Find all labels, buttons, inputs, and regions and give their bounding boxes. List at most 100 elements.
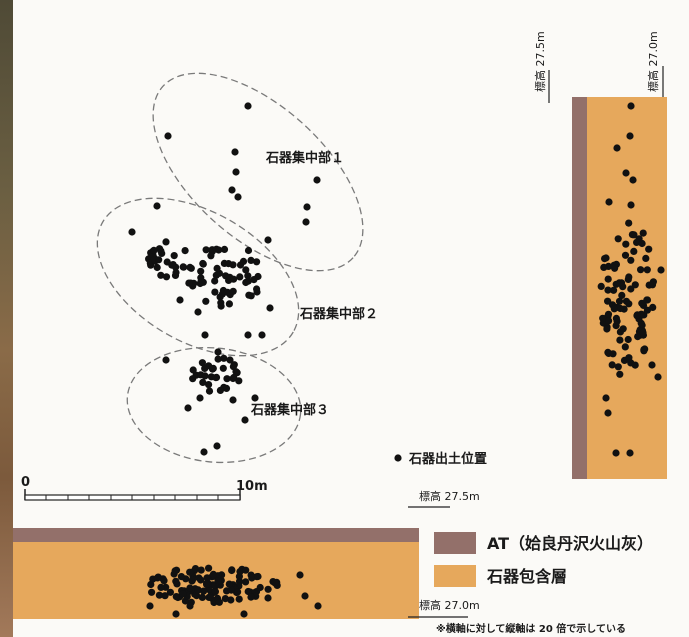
cluster-1-outline [152, 72, 364, 272]
artifact-dot [189, 375, 197, 383]
vertical-dot [625, 354, 633, 362]
vertical-dot [619, 325, 627, 333]
vertical-elev-lower-label: 標高 27.0m [646, 31, 660, 92]
horizontal-dot [191, 565, 200, 573]
artifact-dot [128, 228, 136, 236]
vertical-dot [639, 328, 647, 337]
artifact-dot [247, 292, 255, 300]
horizontal-dot [172, 610, 180, 618]
artifact-dot [215, 246, 223, 254]
horizontal-dot [161, 592, 169, 600]
vertical-dot [648, 361, 656, 369]
vertical-dot [631, 281, 639, 289]
cluster-1-label: 石器集中部１ [265, 150, 344, 166]
horizontal-dot [186, 602, 194, 610]
horizontal-dot [166, 588, 174, 596]
legend-at-label: AT（姶良丹沢火山灰） [487, 534, 653, 553]
vertical-dot [616, 336, 624, 344]
vertical-dot [610, 305, 618, 313]
horizontal-dot [264, 585, 272, 593]
vertical-at-band [572, 97, 587, 479]
artifact-dot [244, 102, 252, 110]
artifact-dot [181, 247, 189, 255]
vertical-dot [628, 231, 637, 239]
artifact-dot [189, 366, 197, 374]
artifact-dot [211, 288, 219, 296]
horizontal-dot [211, 588, 219, 596]
vertical-dot [640, 346, 648, 354]
horizontal-dot [148, 588, 156, 596]
artifact-dot [247, 256, 255, 264]
cluster-3-outline [126, 346, 302, 464]
horizontal-dot [157, 583, 165, 592]
vertical-dot [613, 144, 621, 152]
artifact-dot [211, 277, 219, 285]
vertical-dot [603, 325, 611, 333]
vertical-dot [601, 255, 609, 263]
artifact-dot [222, 384, 231, 392]
horizontal-dot [172, 593, 180, 601]
photo-edge-strip [0, 0, 13, 637]
vertical-dot [614, 363, 622, 371]
artifact-dot [201, 372, 209, 380]
vertical-dot [643, 266, 651, 274]
vertical-dot [634, 333, 642, 341]
vertical-dot [627, 201, 635, 209]
artifact-dot [186, 263, 194, 271]
artifact-dot [213, 264, 221, 272]
cluster-3-label: 石器集中部３ [250, 402, 329, 418]
artifact-dot [241, 416, 249, 424]
legend-marker-label: 石器出土位置 [408, 451, 487, 467]
vertical-dot [622, 240, 630, 248]
artifact-dot [250, 276, 258, 284]
scale-start-label: 0 [21, 475, 30, 490]
vertical-elev-upper-label: 標高 27.5m [533, 31, 547, 92]
artifact-dot [313, 176, 321, 184]
artifact-dot [168, 261, 176, 269]
horizontal-dot [146, 602, 154, 610]
artifact-dot [209, 364, 217, 372]
horizontal-elev-upper-label: 標高 27.5m [419, 489, 480, 503]
vertical-dot [605, 317, 613, 325]
artifact-dot [222, 272, 230, 280]
horizontal-dot [194, 586, 202, 594]
artifact-dot [239, 257, 248, 265]
horizontal-dot [200, 587, 208, 595]
artifact-dot [157, 271, 165, 279]
vertical-dot [648, 281, 657, 289]
artifact-dot [162, 356, 170, 364]
horizontal-dot [242, 578, 250, 586]
vertical-dot [627, 256, 635, 264]
legend-at-swatch [434, 532, 476, 554]
vertical-dot [625, 219, 633, 227]
vertical-dot [645, 245, 653, 253]
artifact-dot [229, 396, 237, 404]
horizontal-dot [240, 610, 248, 618]
horizontal-dot [235, 595, 243, 603]
artifact-dot [185, 279, 193, 287]
vertical-dot [612, 314, 621, 322]
horizontal-dot [225, 580, 233, 588]
horizontal-section-dots [146, 564, 322, 618]
artifact-dot [244, 246, 253, 255]
vertical-dot [631, 361, 639, 369]
artifact-dot [217, 302, 225, 310]
horizontal-dot [155, 591, 163, 599]
horizontal-dot [197, 576, 205, 584]
vertical-dot [625, 273, 633, 281]
horizontal-dot [205, 564, 213, 572]
artifact-dot [213, 442, 221, 450]
artifact-dot [231, 148, 239, 156]
artifact-dot [214, 355, 222, 363]
vertical-dot [605, 198, 613, 206]
artifact-dot [155, 256, 163, 264]
artifact-dot [224, 260, 233, 268]
artifact-dot [170, 252, 178, 260]
vertical-dot [604, 409, 612, 417]
horizontal-dot [188, 576, 197, 584]
artifact-dot [153, 263, 161, 272]
cluster-2-outline [96, 197, 300, 357]
artifact-dot [201, 364, 209, 372]
horizontal-dot [160, 577, 168, 585]
horizontal-dot [264, 594, 272, 602]
